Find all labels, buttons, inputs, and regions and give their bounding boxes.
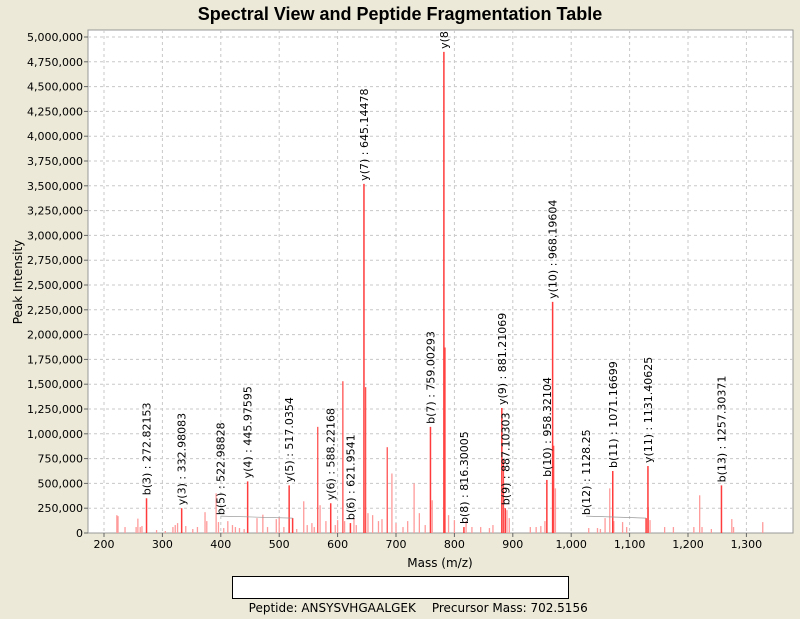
x-tick-label: 500 xyxy=(269,538,290,551)
peak-label: y(10) : 968.19604 xyxy=(547,200,560,299)
peak-label: y(3) : 332.98083 xyxy=(176,413,189,505)
peak-label: b(6) : 621.9541 xyxy=(344,434,357,520)
y-tick-label: 1,250,000 xyxy=(27,403,83,416)
y-tick-label: 3,750,000 xyxy=(27,155,83,168)
y-tick-label: 2,500,000 xyxy=(27,279,83,292)
y-tick-label: 3,250,000 xyxy=(27,205,83,218)
label-leader-line xyxy=(586,515,647,519)
peak-label: y(11) : 1131.40625 xyxy=(642,357,655,463)
x-tick-label: 300 xyxy=(152,538,173,551)
y-tick-label: 3,500,000 xyxy=(27,180,83,193)
peak-labels: b(3) : 272.82153 y(3) : 332.98083 y(4) : 4… xyxy=(141,27,729,524)
peak-label: b(10) : 958.32104 xyxy=(541,377,554,477)
x-tick-label: 200 xyxy=(94,538,115,551)
peak-label: b(12) : 1128.25 xyxy=(580,429,593,515)
peak-label: y(9) : 881.21069 xyxy=(496,313,509,405)
x-tick-label: 1,000 xyxy=(555,538,587,551)
peak-label: y(8) xyxy=(438,27,451,49)
y-tick-label: 2,000,000 xyxy=(27,329,83,342)
y-tick-label: 0 xyxy=(76,527,83,540)
y-tick-label: 4,750,000 xyxy=(27,56,83,69)
y-tick-label: 750,000 xyxy=(38,453,84,466)
x-tick-label: 900 xyxy=(502,538,523,551)
plot-area xyxy=(87,29,794,534)
peak-label: y(5) : 517.0354 xyxy=(283,397,296,482)
y-tick-label: 5,000,000 xyxy=(27,31,83,44)
legend-precursor-mass: Precursor Mass: 702.5156 xyxy=(431,601,588,615)
x-tick-label: 1,200 xyxy=(672,538,704,551)
peak-label: b(13) : 1257.30371 xyxy=(715,376,728,483)
peak-label: b(9) : 887.10303 xyxy=(499,412,512,505)
y-axis-label: Peak Intensity xyxy=(11,240,25,325)
y-tick-label: 2,250,000 xyxy=(27,304,83,317)
chart-title: Spectral View and Peptide Fragmentation … xyxy=(198,4,602,24)
legend: Peptide: ANSYSVHGAALGEK Precursor Mass: 7… xyxy=(232,576,588,615)
y-tick-label: 500,000 xyxy=(38,477,84,490)
peak-label: b(3) : 272.82153 xyxy=(141,403,154,496)
x-tick-label: 400 xyxy=(210,538,231,551)
y-tick-label: 1,000,000 xyxy=(27,428,83,441)
peak-label: b(8) : 816.30005 xyxy=(458,431,471,524)
peak-label: b(7) : 759.00293 xyxy=(424,331,437,424)
y-tick-label: 3,000,000 xyxy=(27,229,83,242)
y-tick-label: 1,500,000 xyxy=(27,378,83,391)
y-tick-label: 250,000 xyxy=(38,502,84,515)
x-tick-label: 1,300 xyxy=(731,538,763,551)
label-leader-line xyxy=(220,515,293,519)
x-tick-label: 1,100 xyxy=(614,538,646,551)
peak-label: b(11) : 1071.16699 xyxy=(607,361,620,468)
peak-label: y(6) : 588.22168 xyxy=(325,408,338,500)
x-axis: 200 300 400 500 600 700 800 900 1,000 1,100 1,200 1… xyxy=(94,533,763,551)
spectrum-chart: Spectral View and Peptide Fragmentation … xyxy=(11,4,794,570)
y-tick-label: 4,000,000 xyxy=(27,130,83,143)
peak-label: y(7) : 645.14478 xyxy=(358,89,371,181)
peak-label: y(4) : 445.97595 xyxy=(242,386,255,478)
x-tick-label: 600 xyxy=(327,538,348,551)
peaks xyxy=(116,51,764,533)
peak-label: b(5) : 522.98828 xyxy=(215,422,228,515)
x-tick-label: 700 xyxy=(386,538,407,551)
y-axis: 0 250,000 500,000 750,000 1,000,000 1,250,000… xyxy=(27,31,88,540)
y-tick-label: 4,500,000 xyxy=(27,81,83,94)
y-tick-label: 4,250,000 xyxy=(27,105,83,118)
y-tick-label: 1,750,000 xyxy=(27,353,83,366)
x-tick-label: 800 xyxy=(444,538,465,551)
y-tick-label: 2,750,000 xyxy=(27,254,83,267)
legend-peptide: Peptide: ANSYSVHGAALGEK xyxy=(248,601,416,615)
x-axis-label: Mass (m/z) xyxy=(407,556,472,570)
